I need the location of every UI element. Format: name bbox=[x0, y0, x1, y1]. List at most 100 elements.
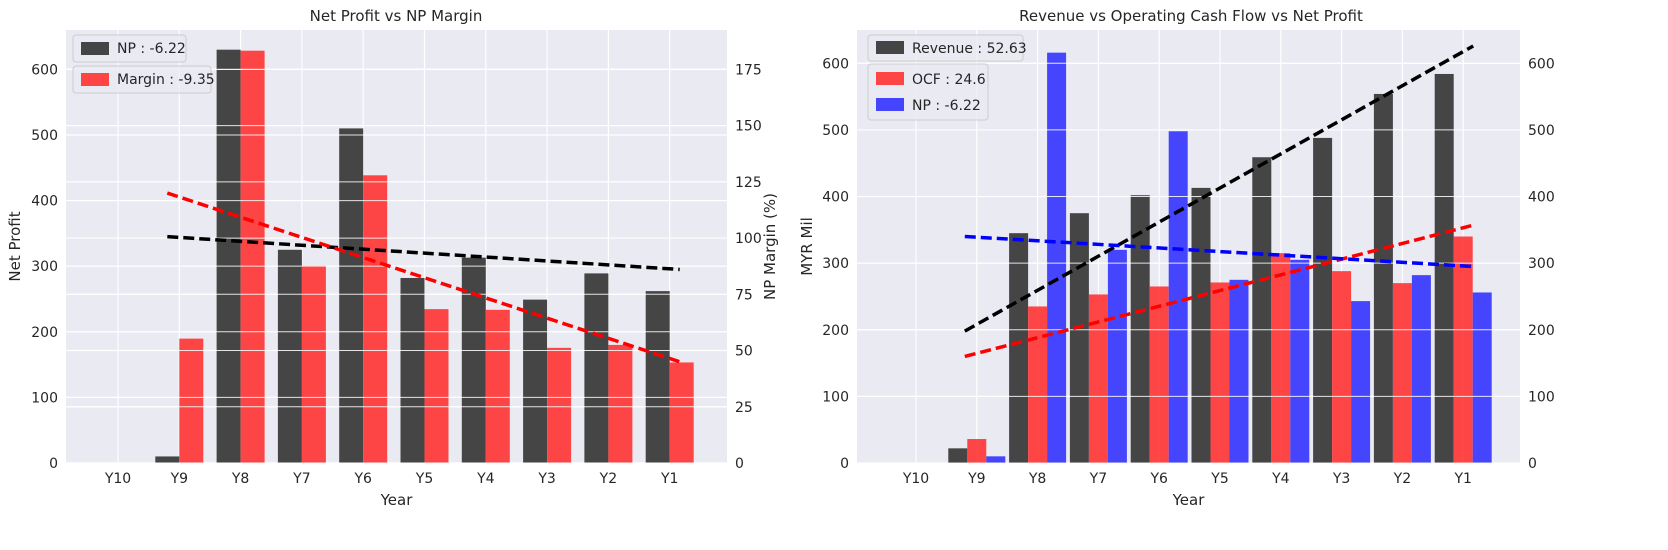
y-tick-label: 200 bbox=[31, 325, 58, 341]
y-right-tick-label: 100 bbox=[1528, 389, 1555, 405]
x-tick-label: Y1 bbox=[1453, 471, 1471, 487]
x-axis-label: Year bbox=[380, 491, 414, 509]
bar bbox=[1009, 233, 1029, 463]
legend-label: NP : -6.22 bbox=[117, 41, 186, 57]
y-right-tick-label: 0 bbox=[735, 456, 744, 472]
chart-title: Net Profit vs NP Margin bbox=[310, 7, 483, 25]
bar-series-3 bbox=[986, 52, 1492, 464]
bar bbox=[547, 347, 572, 463]
bar bbox=[645, 291, 670, 463]
y-right-tick-label: 600 bbox=[1528, 56, 1555, 72]
bar bbox=[1472, 292, 1492, 463]
x-tick-label: Y5 bbox=[1210, 471, 1228, 487]
y-tick-label: 0 bbox=[49, 456, 58, 472]
y-right-tick-label: 75 bbox=[735, 287, 753, 303]
bar bbox=[461, 257, 486, 463]
x-tick-label: Y8 bbox=[231, 471, 249, 487]
x-tick-label: Y8 bbox=[1028, 471, 1046, 487]
y-tick-label: 0 bbox=[840, 456, 849, 472]
x-tick-label: Y9 bbox=[967, 471, 985, 487]
trend-line-3 bbox=[964, 234, 1474, 269]
y-tick-label: 300 bbox=[822, 256, 849, 272]
chart-panel-1: Y10 Y9 Y8 Y7 Y6 Y5 Y4 Y3 Y2 Y10100200300400500600… bbox=[6, 7, 779, 509]
bar bbox=[155, 456, 180, 463]
x-tick-label: Y4 bbox=[1271, 471, 1290, 487]
bar bbox=[1271, 253, 1291, 463]
bar bbox=[363, 175, 388, 463]
bar bbox=[1191, 187, 1211, 463]
bar-series-1 bbox=[948, 73, 1454, 463]
x-tick-label: Y7 bbox=[1089, 471, 1107, 487]
bar bbox=[608, 344, 633, 463]
x-tick-label: Y4 bbox=[476, 471, 495, 487]
legend-swatch bbox=[81, 73, 109, 86]
y-tick-label: 600 bbox=[31, 62, 58, 78]
trend-line-2 bbox=[166, 191, 681, 364]
bar bbox=[1351, 301, 1371, 463]
bar bbox=[1149, 286, 1169, 463]
y-axis-label-right: NP Margin (%) bbox=[761, 193, 779, 300]
x-axis-label: Year bbox=[1172, 491, 1206, 509]
y-right-tick-label: 125 bbox=[735, 175, 762, 191]
x-tick-label: Y6 bbox=[1149, 471, 1168, 487]
y-tick-label: 400 bbox=[822, 190, 849, 206]
legend-swatch bbox=[81, 42, 109, 55]
bar bbox=[485, 309, 510, 463]
x-tick-label: Y9 bbox=[170, 471, 188, 487]
trend-line-1 bbox=[167, 234, 680, 272]
bar bbox=[584, 273, 609, 463]
x-tick-label: Y7 bbox=[292, 471, 310, 487]
bar bbox=[1392, 283, 1412, 463]
x-tick-label: Y10 bbox=[902, 471, 929, 487]
x-tick-label: Y5 bbox=[415, 471, 433, 487]
legend-label: NP : -6.22 bbox=[912, 98, 981, 114]
bar bbox=[240, 50, 265, 463]
y-axis-label: MYR Mil bbox=[798, 217, 816, 276]
bar bbox=[424, 309, 449, 463]
bar bbox=[1047, 52, 1067, 463]
y-tick-label: 200 bbox=[822, 323, 849, 339]
bar bbox=[400, 277, 425, 463]
bar bbox=[669, 362, 694, 463]
trend-line-2 bbox=[964, 223, 1474, 359]
y-right-tick-label: 500 bbox=[1528, 123, 1555, 139]
legend-box bbox=[72, 65, 212, 94]
chart-title: Revenue vs Operating Cash Flow vs Net Pr… bbox=[1019, 7, 1363, 25]
bar bbox=[948, 448, 968, 463]
bar bbox=[277, 249, 302, 463]
x-tick-label: Y2 bbox=[599, 471, 617, 487]
x-tick-label: Y3 bbox=[537, 471, 555, 487]
y-tick-label: 500 bbox=[31, 128, 58, 144]
bar bbox=[339, 128, 364, 463]
bar bbox=[301, 265, 326, 463]
x-tick-label: Y6 bbox=[353, 471, 372, 487]
bar bbox=[986, 456, 1006, 463]
y-right-tick-label: 50 bbox=[735, 344, 753, 360]
x-tick-label: Y3 bbox=[1332, 471, 1350, 487]
legend: NP : -6.22 Margin : -9.35 bbox=[72, 34, 215, 94]
legend-label: Revenue : 52.63 bbox=[912, 41, 1027, 57]
trend-line-1 bbox=[963, 44, 1475, 333]
bar bbox=[1373, 93, 1393, 463]
y-right-tick-label: 200 bbox=[1528, 323, 1555, 339]
bar bbox=[1252, 157, 1272, 463]
y-tick-label: 500 bbox=[822, 123, 849, 139]
bar bbox=[1313, 137, 1333, 463]
chart-panel-2: Y10 Y9 Y8 Y7 Y6 Y5 Y4 Y3 Y2 Y10100200300400500600… bbox=[798, 7, 1555, 509]
bar bbox=[1332, 271, 1352, 463]
y-right-tick-label: 0 bbox=[1528, 456, 1537, 472]
y-tick-label: 400 bbox=[31, 194, 58, 210]
x-tick-label: Y1 bbox=[660, 471, 678, 487]
bar-series-1 bbox=[155, 49, 670, 463]
legend-label: Margin : -9.35 bbox=[117, 72, 215, 88]
legend-box bbox=[72, 34, 187, 63]
bar bbox=[1290, 259, 1310, 463]
bar bbox=[1210, 282, 1230, 463]
y-tick-label: 600 bbox=[822, 56, 849, 72]
y-axis-label: Net Profit bbox=[6, 211, 24, 281]
y-right-tick-label: 400 bbox=[1528, 190, 1555, 206]
bar bbox=[1168, 131, 1188, 464]
y-tick-label: 100 bbox=[31, 390, 58, 406]
bar bbox=[179, 338, 204, 463]
